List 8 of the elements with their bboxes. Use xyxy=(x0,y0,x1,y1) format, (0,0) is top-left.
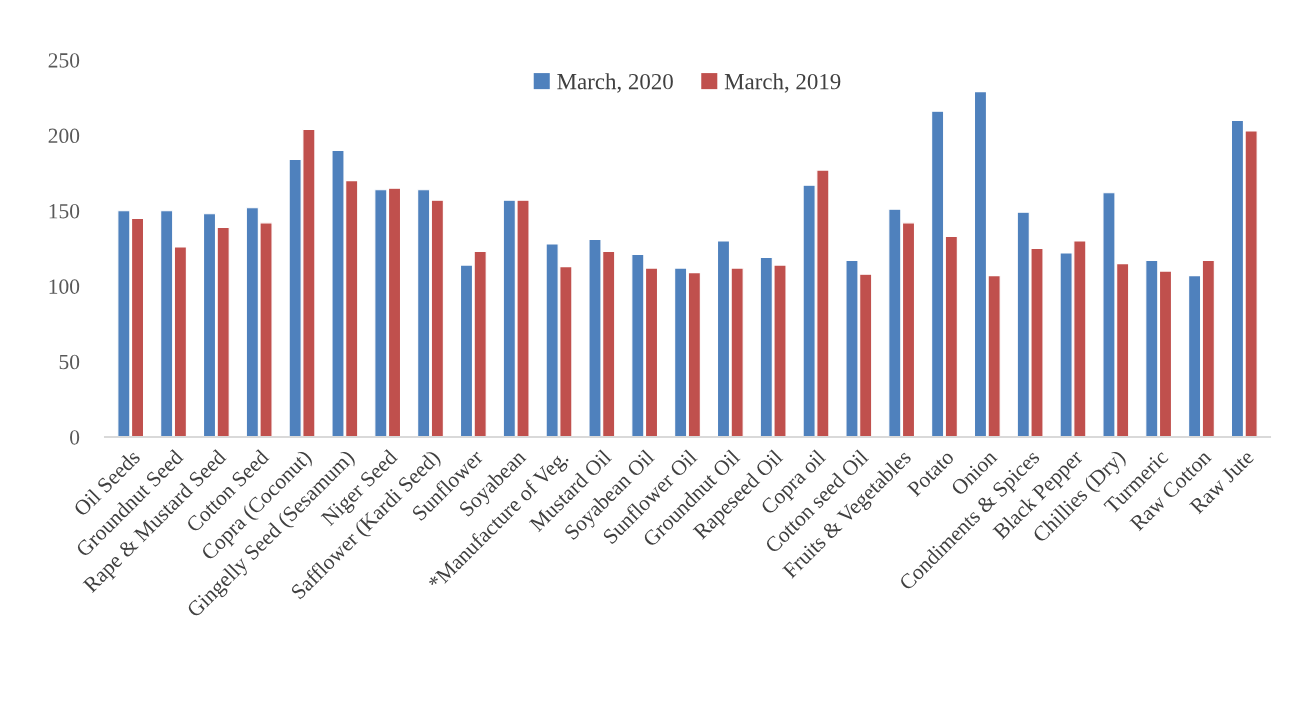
legend-label: March, 2020 xyxy=(557,73,673,93)
y-tick-label: 250 xyxy=(48,53,80,68)
y-tick-label: 50 xyxy=(59,354,80,370)
y-tick-label: 200 xyxy=(48,128,80,144)
y-tick-label: 150 xyxy=(49,203,80,219)
y-tick-label: 100 xyxy=(49,279,80,294)
y-tick-label: 0 xyxy=(70,430,80,445)
legend-label: March, 2019 xyxy=(724,73,841,93)
